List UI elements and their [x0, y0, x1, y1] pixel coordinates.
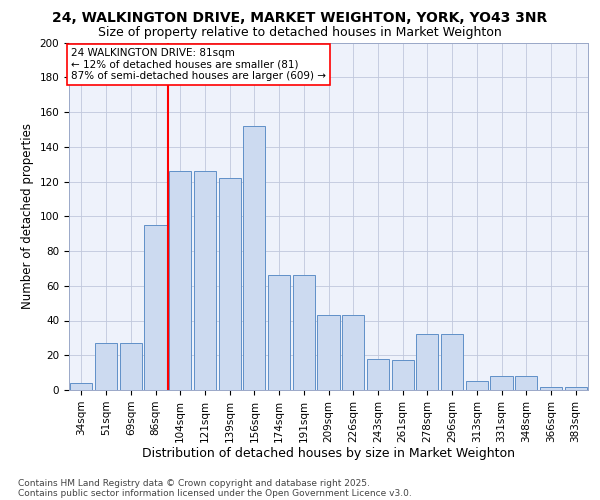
- Bar: [268, 276, 290, 390]
- Bar: [119, 343, 142, 390]
- Bar: [95, 343, 117, 390]
- Bar: [194, 171, 216, 390]
- Bar: [515, 376, 538, 390]
- Bar: [169, 171, 191, 390]
- Bar: [218, 178, 241, 390]
- Bar: [367, 358, 389, 390]
- Text: 24 WALKINGTON DRIVE: 81sqm
← 12% of detached houses are smaller (81)
87% of semi: 24 WALKINGTON DRIVE: 81sqm ← 12% of deta…: [71, 48, 326, 81]
- Bar: [441, 334, 463, 390]
- Y-axis label: Number of detached properties: Number of detached properties: [21, 123, 34, 309]
- Bar: [70, 383, 92, 390]
- Bar: [416, 334, 439, 390]
- Bar: [243, 126, 265, 390]
- Bar: [392, 360, 414, 390]
- Bar: [293, 276, 315, 390]
- Bar: [490, 376, 512, 390]
- Text: Size of property relative to detached houses in Market Weighton: Size of property relative to detached ho…: [98, 26, 502, 39]
- Bar: [342, 316, 364, 390]
- Bar: [466, 382, 488, 390]
- Bar: [565, 386, 587, 390]
- Text: Contains HM Land Registry data © Crown copyright and database right 2025.
Contai: Contains HM Land Registry data © Crown c…: [18, 479, 412, 498]
- Bar: [145, 225, 167, 390]
- Text: 24, WALKINGTON DRIVE, MARKET WEIGHTON, YORK, YO43 3NR: 24, WALKINGTON DRIVE, MARKET WEIGHTON, Y…: [52, 11, 548, 25]
- Bar: [540, 386, 562, 390]
- X-axis label: Distribution of detached houses by size in Market Weighton: Distribution of detached houses by size …: [142, 448, 515, 460]
- Bar: [317, 316, 340, 390]
